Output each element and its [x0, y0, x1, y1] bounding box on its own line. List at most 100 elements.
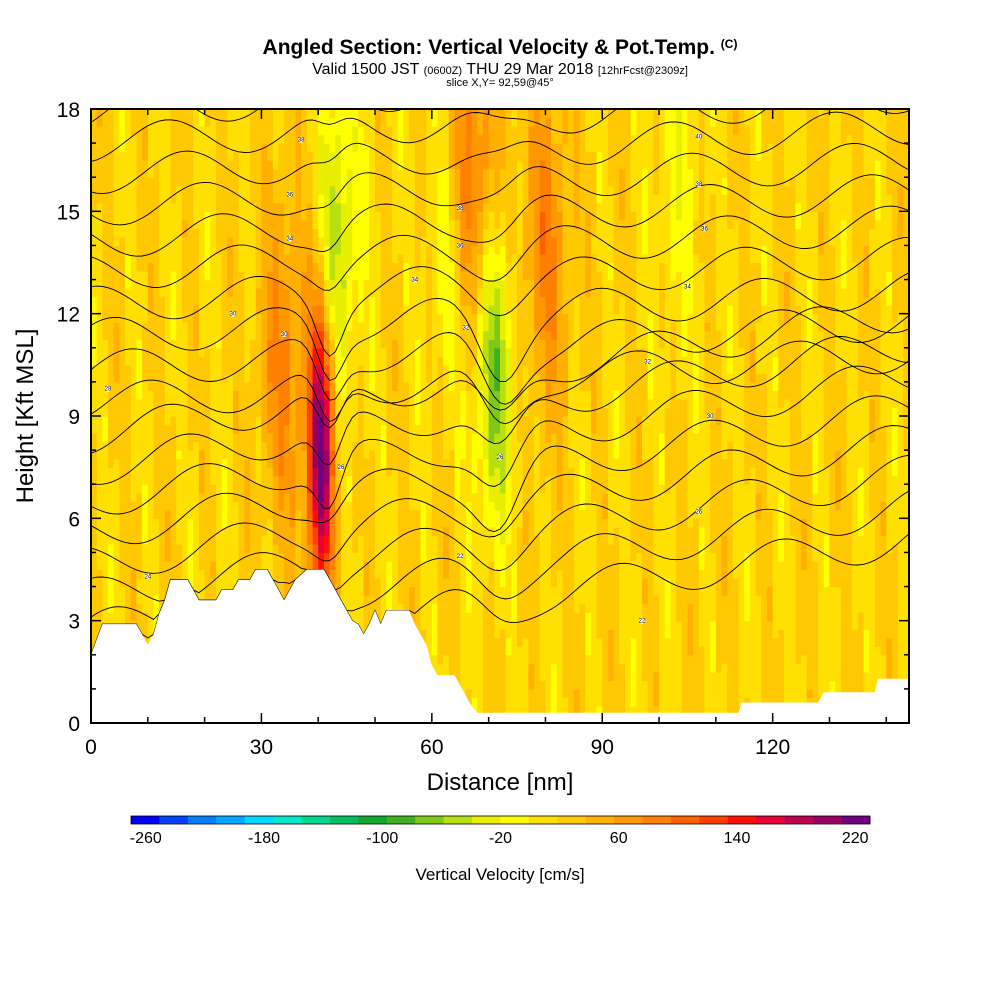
velocity-cell	[187, 134, 194, 144]
velocity-cell	[380, 398, 387, 409]
velocity-cell	[301, 407, 308, 417]
velocity-cell	[460, 492, 467, 502]
velocity-cell	[198, 467, 206, 477]
velocity-cell	[255, 228, 263, 238]
velocity-cell	[261, 518, 268, 528]
velocity-cell	[465, 390, 473, 400]
velocity-cell	[431, 288, 439, 298]
velocity-cell	[454, 305, 461, 315]
velocity-cell	[431, 126, 439, 136]
velocity-cell	[278, 398, 285, 409]
velocity-cell	[471, 586, 478, 596]
velocity-cell	[392, 134, 399, 144]
velocity-cell	[414, 458, 422, 468]
velocity-cell	[363, 228, 370, 238]
velocity-cell	[363, 279, 370, 289]
velocity-cell	[306, 151, 314, 161]
velocity-cell	[130, 109, 138, 119]
velocity-cell	[119, 603, 126, 613]
velocity-cell	[363, 484, 370, 494]
velocity-cell	[204, 253, 211, 264]
velocity-cell	[176, 160, 183, 170]
velocity-cell	[102, 424, 109, 434]
velocity-cell	[409, 185, 416, 195]
velocity-cell	[352, 586, 359, 596]
velocity-cell	[357, 381, 365, 392]
velocity-cell	[318, 117, 325, 127]
velocity-cell	[125, 202, 132, 212]
velocity-cell	[346, 211, 353, 221]
velocity-cell	[420, 194, 427, 204]
velocity-cell	[443, 518, 450, 528]
velocity-cell	[176, 339, 183, 349]
velocity-cell	[426, 475, 433, 485]
velocity-cell	[284, 262, 291, 272]
velocity-cell	[386, 526, 393, 536]
velocity-cell	[443, 441, 450, 451]
velocity-cell	[108, 347, 115, 357]
velocity-cell	[238, 168, 245, 178]
velocity-cell	[125, 279, 132, 289]
velocity-cell	[284, 339, 291, 349]
velocity-cell	[306, 185, 314, 195]
velocity-cell	[181, 364, 189, 374]
velocity-cell	[233, 501, 240, 511]
velocity-cell	[119, 390, 126, 400]
velocity-cell	[147, 228, 155, 238]
velocity-cell	[443, 595, 450, 605]
velocity-cell	[147, 211, 155, 221]
velocity-cell	[397, 526, 405, 536]
velocity-cell	[181, 398, 189, 409]
velocity-cell	[113, 330, 120, 340]
velocity-cell	[142, 288, 149, 298]
velocity-cell	[159, 364, 166, 374]
velocity-cell	[187, 151, 194, 161]
velocity-cell	[108, 202, 115, 212]
velocity-cell	[329, 552, 336, 562]
velocity-cell	[352, 424, 359, 434]
velocity-cell	[335, 535, 342, 545]
velocity-cell	[198, 134, 206, 144]
velocity-cell	[130, 330, 138, 340]
velocity-cell	[431, 262, 439, 272]
velocity-cell	[409, 450, 416, 460]
velocity-cell	[392, 467, 399, 477]
velocity-cell	[460, 433, 467, 443]
velocity-cell	[426, 518, 433, 528]
velocity-cell	[363, 305, 370, 315]
velocity-cell	[375, 253, 382, 264]
velocity-cell	[255, 450, 263, 460]
velocity-cell	[397, 373, 405, 383]
velocity-cell	[465, 475, 473, 485]
velocity-cell	[318, 253, 325, 264]
velocity-cell	[91, 629, 98, 639]
velocity-cell	[204, 279, 211, 289]
velocity-cell	[210, 433, 217, 443]
velocity-cell	[215, 202, 223, 212]
velocity-cell	[119, 475, 126, 485]
velocity-cell	[255, 211, 263, 221]
velocity-cell	[380, 552, 387, 562]
velocity-cell	[102, 356, 109, 366]
velocity-cell	[329, 560, 336, 571]
velocity-cell	[477, 126, 484, 136]
velocity-cell	[403, 160, 410, 170]
velocity-cell	[397, 322, 405, 332]
velocity-cell	[221, 458, 228, 468]
velocity-cell	[460, 467, 467, 477]
velocity-cell	[312, 526, 319, 536]
velocity-cell	[142, 629, 149, 639]
velocity-cell	[414, 475, 422, 485]
velocity-cell	[244, 296, 251, 306]
velocity-cell	[454, 151, 461, 161]
velocity-cell	[91, 236, 98, 247]
velocity-cell	[91, 475, 98, 485]
velocity-cell	[454, 219, 461, 229]
velocity-cell	[375, 381, 382, 392]
velocity-cell	[119, 160, 126, 170]
velocity-cell	[414, 620, 422, 630]
velocity-cell	[340, 492, 348, 502]
velocity-cell	[221, 185, 228, 195]
velocity-cell	[437, 654, 444, 664]
velocity-cell	[96, 288, 103, 298]
